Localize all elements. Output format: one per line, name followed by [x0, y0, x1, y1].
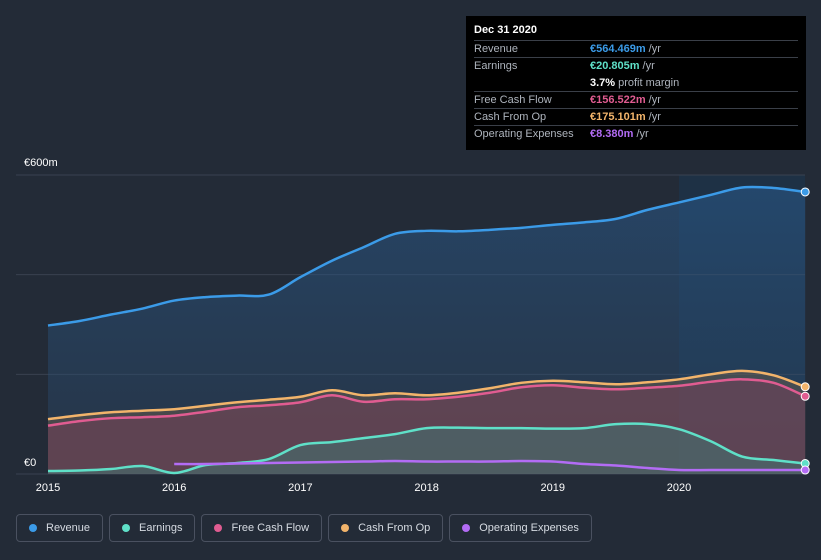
tooltip-row-earnings: Earnings €20.805m /yr	[474, 57, 798, 74]
tooltip-row-profit-margin: 3.7% profit margin	[474, 74, 798, 91]
tooltip-unit: /yr	[648, 111, 661, 123]
tooltip-value: €8.380m	[590, 128, 634, 140]
cash-from-op-dot-icon	[341, 524, 350, 532]
x-tick-label: 2018	[414, 482, 438, 494]
tooltip-value: €20.805m	[590, 60, 640, 72]
legend-label: Cash From Op	[358, 522, 431, 534]
x-tick-label: 2015	[36, 482, 60, 494]
x-tick-label: 2016	[162, 482, 186, 494]
tooltip-row-free-cash-flow: Free Cash Flow €156.522m /yr	[474, 91, 798, 108]
revenue-line	[47, 185, 806, 327]
legend-label: Operating Expenses	[479, 522, 579, 534]
free-cash-flow-line	[47, 378, 806, 427]
cash-from-op-area	[48, 370, 806, 474]
tooltip-label: Earnings	[474, 60, 518, 72]
earnings-area	[48, 423, 806, 474]
legend-item-earnings[interactable]: Earnings	[109, 514, 196, 542]
tooltip-value: €175.101m	[590, 111, 646, 123]
tooltip-panel: Dec 31 2020 Revenue €564.469m /yr Earnin…	[466, 16, 806, 150]
legend-item-cash-from-op[interactable]: Cash From Op	[328, 514, 444, 542]
tooltip-label: Operating Expenses	[474, 128, 574, 140]
tooltip-label: Cash From Op	[474, 111, 547, 123]
tooltip-row-revenue: Revenue €564.469m /yr	[474, 40, 798, 57]
legend-item-operating-expenses[interactable]: Operating Expenses	[449, 514, 592, 542]
tooltip-value: €564.469m	[590, 43, 646, 55]
operating-expenses-dot-icon	[462, 524, 471, 532]
x-tick-label: 2019	[541, 482, 565, 494]
tooltip-label: Revenue	[474, 43, 519, 55]
x-tick-label: 2020	[667, 482, 691, 494]
tooltip-unit: /yr	[636, 128, 649, 140]
tooltip-label: Free Cash Flow	[474, 94, 552, 106]
free-cash-flow-end-point	[800, 391, 810, 401]
legend-label: Earnings	[139, 522, 183, 534]
free-cash-flow-area	[48, 379, 806, 474]
tooltip-row-cash-from-op: Cash From Op €175.101m /yr	[474, 108, 798, 125]
revenue-end-point	[800, 187, 810, 197]
tooltip-value: €156.522m	[590, 94, 646, 106]
operating-expenses-line	[174, 459, 806, 472]
tooltip-unit: /yr	[648, 94, 661, 106]
tooltip-row-operating-expenses: Operating Expenses €8.380m /yr	[474, 125, 798, 142]
profit-margin-value: 3.7%	[590, 76, 616, 89]
legend: Revenue Earnings Free Cash Flow Cash Fro…	[16, 514, 592, 542]
legend-label: Free Cash Flow	[231, 522, 310, 534]
profit-margin-label: profit margin	[618, 76, 680, 89]
cash-from-op-end-point	[800, 382, 810, 392]
revenue-dot-icon	[29, 524, 37, 532]
earnings-dot-icon	[122, 524, 131, 532]
earnings-line	[47, 422, 806, 475]
legend-item-free-cash-flow[interactable]: Free Cash Flow	[201, 514, 323, 542]
y-axis-max-label: €600m	[24, 157, 58, 169]
cash-from-op-line	[47, 369, 806, 421]
legend-label: Revenue	[46, 522, 91, 534]
tooltip-unit: /yr	[648, 43, 661, 55]
tooltip-date: Dec 31 2020	[474, 24, 537, 36]
tooltip-unit: /yr	[642, 60, 655, 72]
x-tick-label: 2017	[288, 482, 312, 494]
legend-item-revenue[interactable]: Revenue	[16, 514, 104, 542]
free-cash-flow-dot-icon	[214, 524, 223, 532]
y-axis-zero-label: €0	[24, 457, 36, 469]
operating-expenses-end-point	[800, 465, 810, 475]
